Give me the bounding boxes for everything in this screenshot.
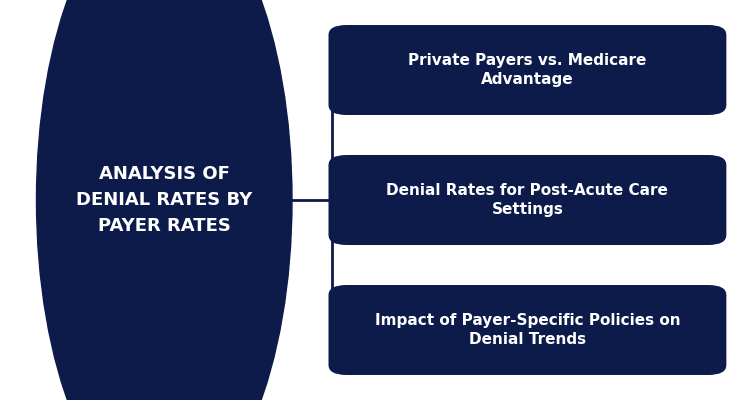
Text: ANALYSIS OF
DENIAL RATES BY
PAYER RATES: ANALYSIS OF DENIAL RATES BY PAYER RATES [76, 165, 253, 235]
Text: Denial Rates for Post-Acute Care
Settings: Denial Rates for Post-Acute Care Setting… [386, 182, 669, 218]
Text: Private Payers vs. Medicare
Advantage: Private Payers vs. Medicare Advantage [408, 53, 647, 87]
FancyBboxPatch shape [328, 285, 726, 375]
FancyBboxPatch shape [328, 25, 726, 115]
Text: Impact of Payer-Specific Policies on
Denial Trends: Impact of Payer-Specific Policies on Den… [374, 313, 680, 347]
FancyBboxPatch shape [328, 155, 726, 245]
Ellipse shape [36, 0, 292, 400]
